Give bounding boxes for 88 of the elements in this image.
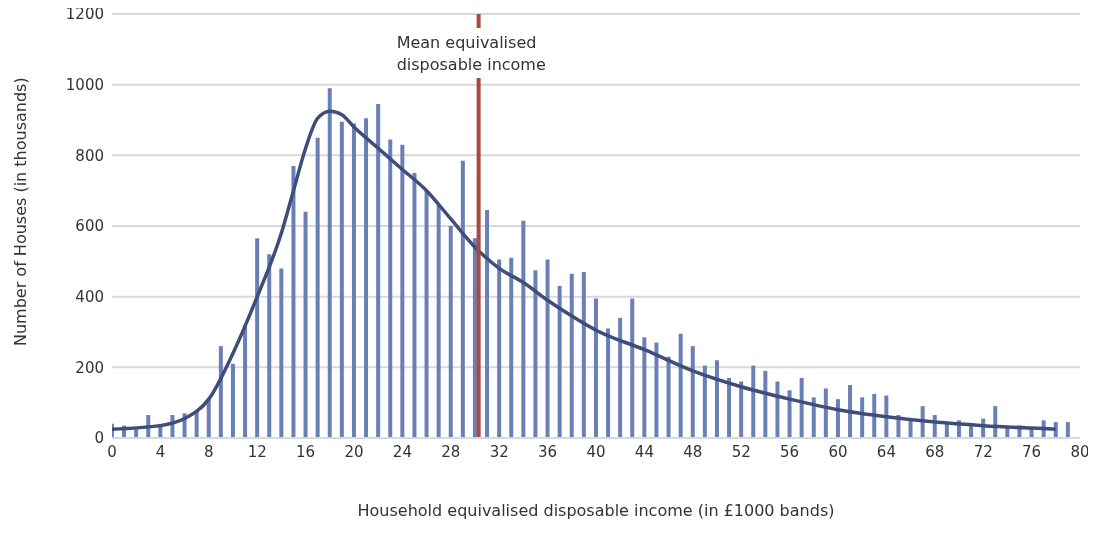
- bar: [606, 328, 611, 438]
- bar: [194, 411, 199, 438]
- bar: [533, 270, 538, 438]
- x-tick-label: 8: [204, 442, 214, 461]
- x-tick-label: 12: [247, 442, 267, 461]
- bar: [678, 333, 683, 438]
- bar: [279, 268, 284, 438]
- bar: [448, 226, 453, 438]
- bar: [727, 377, 732, 438]
- bar: [315, 137, 320, 438]
- bar: [255, 238, 260, 438]
- line-series: [112, 109, 1058, 431]
- x-tick-label: 36: [538, 442, 558, 461]
- bar: [243, 324, 248, 438]
- bar: [654, 342, 659, 438]
- bar: [497, 259, 502, 438]
- y-axis-title: Number of Houses (in thousands): [10, 77, 30, 346]
- x-tick-label: 44: [634, 442, 654, 461]
- x-tick-label: 72: [973, 442, 993, 461]
- bar: [327, 88, 332, 438]
- x-tick-label: 24: [392, 442, 412, 461]
- bar: [303, 211, 308, 438]
- x-tick-label: 4: [155, 442, 166, 461]
- bar: [642, 337, 647, 438]
- bar: [472, 238, 477, 438]
- bar: [400, 144, 405, 438]
- bar: [509, 257, 514, 438]
- x-tick-label: 52: [731, 442, 751, 461]
- y-tick-label: 1000: [65, 75, 104, 94]
- x-axis-title: Household equivalised disposable income (in £1000 bands): [357, 501, 835, 520]
- bar: [485, 210, 490, 438]
- bar: [666, 356, 671, 438]
- x-tick-label: 16: [296, 442, 316, 461]
- x-tick-label: 40: [586, 442, 606, 461]
- x-tick-label: 56: [780, 442, 800, 461]
- y-tick-label: 400: [75, 287, 104, 306]
- y-tick-label: 0: [94, 429, 104, 448]
- bar: [799, 377, 804, 438]
- bar: [424, 190, 429, 438]
- x-tick-label: 60: [828, 442, 848, 461]
- x-tick-label: 80: [1070, 442, 1090, 461]
- bar: [545, 259, 550, 438]
- bar: [630, 298, 635, 438]
- x-tick-label: 68: [925, 442, 945, 461]
- bar: [267, 254, 272, 438]
- bar: [557, 286, 562, 438]
- bar: [339, 121, 344, 438]
- bar: [823, 388, 828, 438]
- y-tick-label: 1200: [65, 5, 104, 24]
- y-tick-label: 200: [75, 358, 104, 377]
- bar: [848, 385, 853, 438]
- bar: [436, 204, 441, 438]
- bar: [751, 365, 756, 438]
- bar: [702, 365, 707, 438]
- bar: [593, 298, 598, 438]
- bar: [388, 139, 393, 438]
- bar: [714, 360, 719, 438]
- x-tick-label: 48: [683, 442, 703, 461]
- x-tick-label: 64: [876, 442, 896, 461]
- bar: [618, 317, 623, 438]
- bar: [581, 271, 586, 438]
- bar: [787, 390, 792, 438]
- x-tick-label: 20: [344, 442, 364, 461]
- x-tick-label: 32: [489, 442, 509, 461]
- bar: [230, 363, 235, 438]
- bar: [218, 346, 223, 438]
- y-tick-label: 800: [75, 146, 104, 165]
- bar: [206, 399, 211, 438]
- x-tick-label: 76: [1022, 442, 1042, 461]
- bar: [860, 397, 865, 438]
- bar: [291, 165, 296, 438]
- bar: [412, 173, 417, 438]
- bar: [521, 220, 526, 438]
- bar: [811, 397, 816, 438]
- bar: [739, 381, 744, 438]
- y-tick-label: 600: [75, 217, 104, 236]
- ref-line-label: Mean equivalised disposable income: [396, 33, 546, 74]
- bar: [763, 370, 768, 438]
- bar: [569, 273, 574, 438]
- bar: [1065, 422, 1070, 438]
- bar: [351, 123, 356, 438]
- bar: [690, 346, 695, 438]
- bar: [775, 381, 780, 438]
- x-tick-label: 28: [441, 442, 461, 461]
- bar: [364, 118, 369, 438]
- bar: [376, 104, 381, 438]
- x-tick-label: 0: [107, 442, 117, 461]
- bar: [460, 160, 465, 438]
